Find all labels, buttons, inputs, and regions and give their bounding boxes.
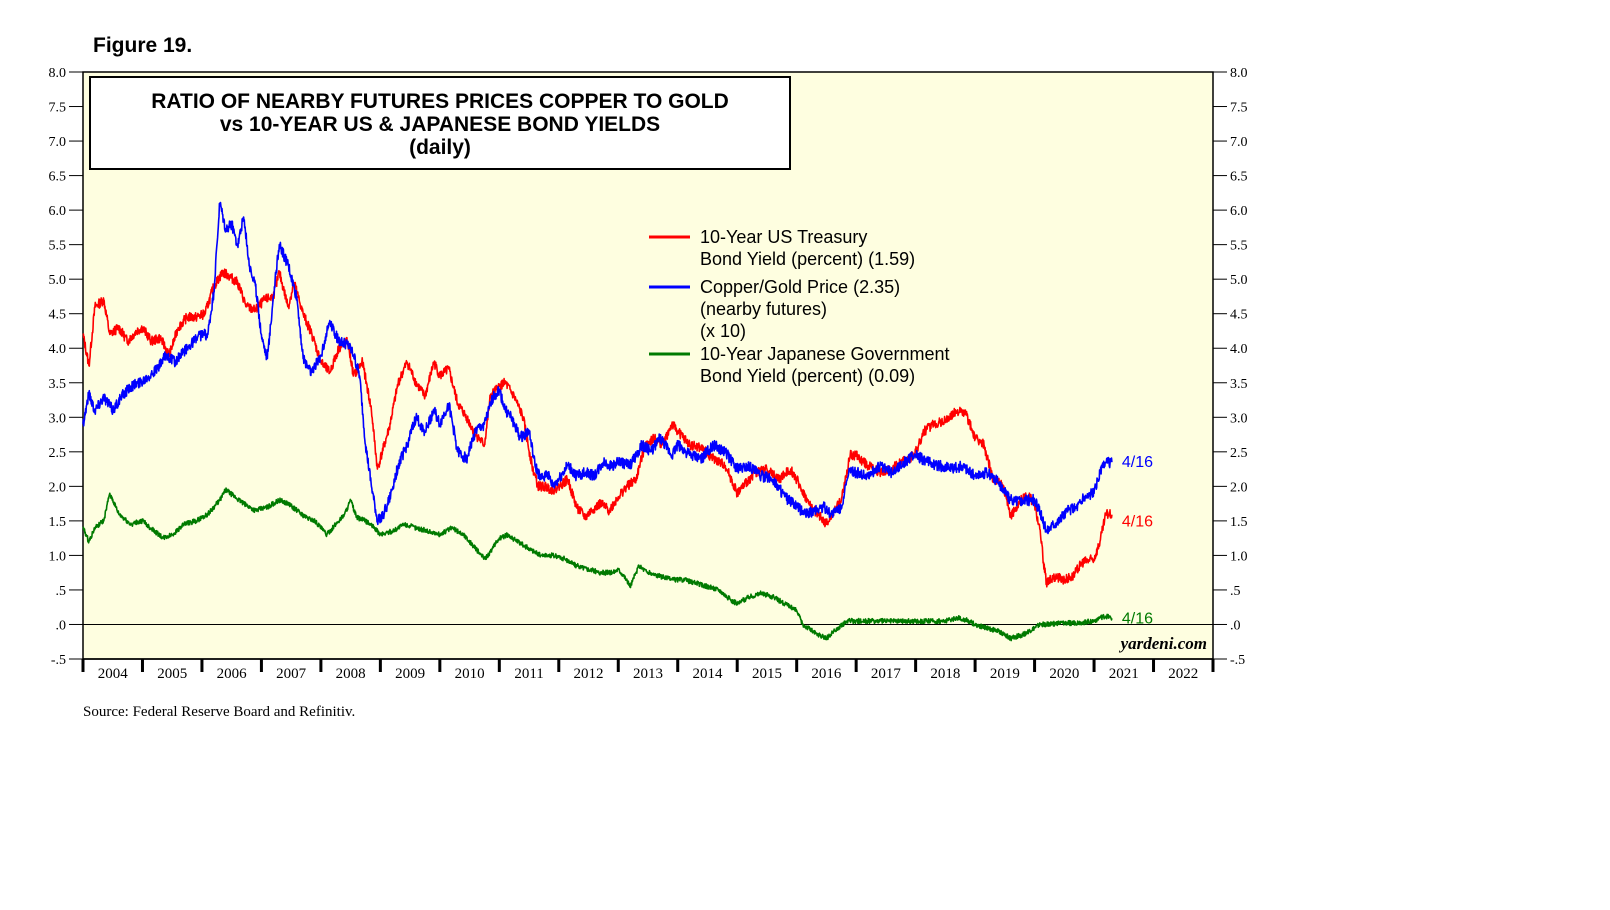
y-tick-label-left: 2.5 (49, 446, 67, 461)
source-note: Source: Federal Reserve Board and Refini… (83, 704, 356, 720)
x-tick-label: 2021 (1109, 666, 1139, 682)
y-tick-label-right: 1.5 (1230, 515, 1248, 530)
y-tick-label-right: 7.5 (1230, 101, 1248, 116)
y-tick-label-left: 1.0 (49, 549, 67, 564)
y-tick-label-left: 5.5 (49, 239, 67, 254)
y-tick-label-left: 7.0 (49, 135, 67, 150)
legend-japan-yield-line-1: 10-Year Japanese Government (700, 344, 950, 364)
y-tick-label-right: .0 (1230, 618, 1241, 633)
chart-title-line-1: RATIO OF NEARBY FUTURES PRICES COPPER TO… (151, 90, 729, 113)
x-tick-label: 2019 (990, 666, 1020, 682)
x-tick-label: 2005 (157, 666, 187, 682)
x-tick-label: 2004 (98, 666, 129, 682)
figure-label: Figure 19. (93, 34, 193, 57)
y-tick-label-left: 6.0 (49, 204, 67, 219)
x-tick-label: 2011 (514, 666, 543, 682)
y-tick-label-left: -.5 (51, 653, 66, 668)
y-tick-label-left: 8.0 (49, 66, 67, 81)
y-tick-label-right: 4.0 (1230, 342, 1248, 357)
x-tick-label: 2009 (395, 666, 425, 682)
legend-copper-gold-line-1: Copper/Gold Price (2.35) (700, 277, 900, 297)
end-labels: 4/16 4/16 4/16 (1122, 454, 1153, 627)
y-tick-label-right: .5 (1230, 584, 1241, 599)
legend-us-yield-line-2: Bond Yield (percent) (1.59) (700, 249, 915, 269)
legend-copper-gold-line-2: (nearby futures) (700, 299, 827, 319)
y-tick-label-left: 3.5 (49, 377, 67, 392)
x-tick-label: 2006 (217, 666, 248, 682)
y-tick-label-left: 4.5 (49, 308, 67, 323)
y-tick-label-right: 6.5 (1230, 170, 1248, 185)
x-tick-label: 2022 (1168, 666, 1198, 682)
x-tick-label: 2014 (692, 666, 723, 682)
y-tick-label-right: 1.0 (1230, 549, 1248, 564)
y-tick-label-left: 1.5 (49, 515, 67, 530)
x-tick-label: 2010 (455, 666, 485, 682)
end-label-copper-gold: 4/16 (1122, 454, 1153, 471)
y-tick-label-left: 5.0 (49, 273, 67, 288)
y-tick-label-right: 7.0 (1230, 135, 1248, 150)
x-tick-label: 2013 (633, 666, 663, 682)
y-axis-left: 8.0 7.5 7.0 6.5 6.0 5.5 5.0 4.5 4.0 3.5 3.0 2.5 2.0 1… (49, 66, 83, 668)
y-tick-label-right: 2.5 (1230, 446, 1248, 461)
y-tick-label-left: .5 (56, 584, 67, 599)
x-tick-label: 2020 (1049, 666, 1079, 682)
chart-title-line-2: vs 10-YEAR US & JAPANESE BOND YIELDS (220, 113, 660, 136)
y-tick-label-right: 6.0 (1230, 204, 1248, 219)
copper-gold-line (82, 201, 1113, 535)
y-tick-label-right: 3.5 (1230, 377, 1248, 392)
legend: 10-Year US Treasury Bond Yield (percent)… (649, 227, 950, 386)
legend-copper-gold-line-3: (x 10) (700, 321, 746, 341)
x-tick-label: 2007 (276, 666, 307, 682)
y-tick-label-left: 4.0 (49, 342, 67, 357)
y-tick-label-right: 3.0 (1230, 411, 1248, 426)
y-tick-label-right: 5.0 (1230, 273, 1248, 288)
y-tick-label-left: .0 (56, 618, 67, 633)
x-tick-label: 2015 (752, 666, 782, 682)
y-axis-right: 8.0 7.5 7.0 6.5 6.0 5.5 5.0 4.5 4.0 3.5 3.0 2.5 2.0 1… (1213, 66, 1248, 668)
watermark: yardeni.com (1119, 634, 1207, 653)
x-tick-label: 2016 (811, 666, 842, 682)
legend-us-yield-line-1: 10-Year US Treasury (700, 227, 867, 247)
x-tick-label: 2017 (871, 666, 902, 682)
x-tick-label: 2018 (930, 666, 960, 682)
us-yield-line (82, 268, 1113, 588)
x-tick-label: 2008 (336, 666, 366, 682)
japan-yield-line (82, 487, 1113, 642)
x-tick-label: 2012 (574, 666, 604, 682)
y-tick-label-right: 8.0 (1230, 66, 1248, 81)
y-tick-label-left: 3.0 (49, 411, 67, 426)
y-tick-label-right: 4.5 (1230, 308, 1248, 323)
y-tick-label-right: -.5 (1230, 653, 1245, 668)
y-tick-label-right: 5.5 (1230, 239, 1248, 254)
y-tick-label-left: 7.5 (49, 101, 67, 116)
chart-title-line-3: (daily) (409, 136, 471, 159)
series-lines (82, 201, 1113, 642)
end-label-us-yield: 4/16 (1122, 514, 1153, 531)
chart-title-box: RATIO OF NEARBY FUTURES PRICES COPPER TO… (89, 76, 791, 170)
legend-japan-yield-line-2: Bond Yield (percent) (0.09) (700, 366, 915, 386)
y-tick-label-left: 2.0 (49, 480, 67, 495)
y-tick-label-left: 6.5 (49, 170, 67, 185)
y-tick-label-right: 2.0 (1230, 480, 1248, 495)
end-label-japan-yield: 4/16 (1122, 610, 1153, 627)
x-axis: 2004 2005 2006 2007 2008 2009 2010 2011 2012 2013… (81, 658, 1215, 682)
